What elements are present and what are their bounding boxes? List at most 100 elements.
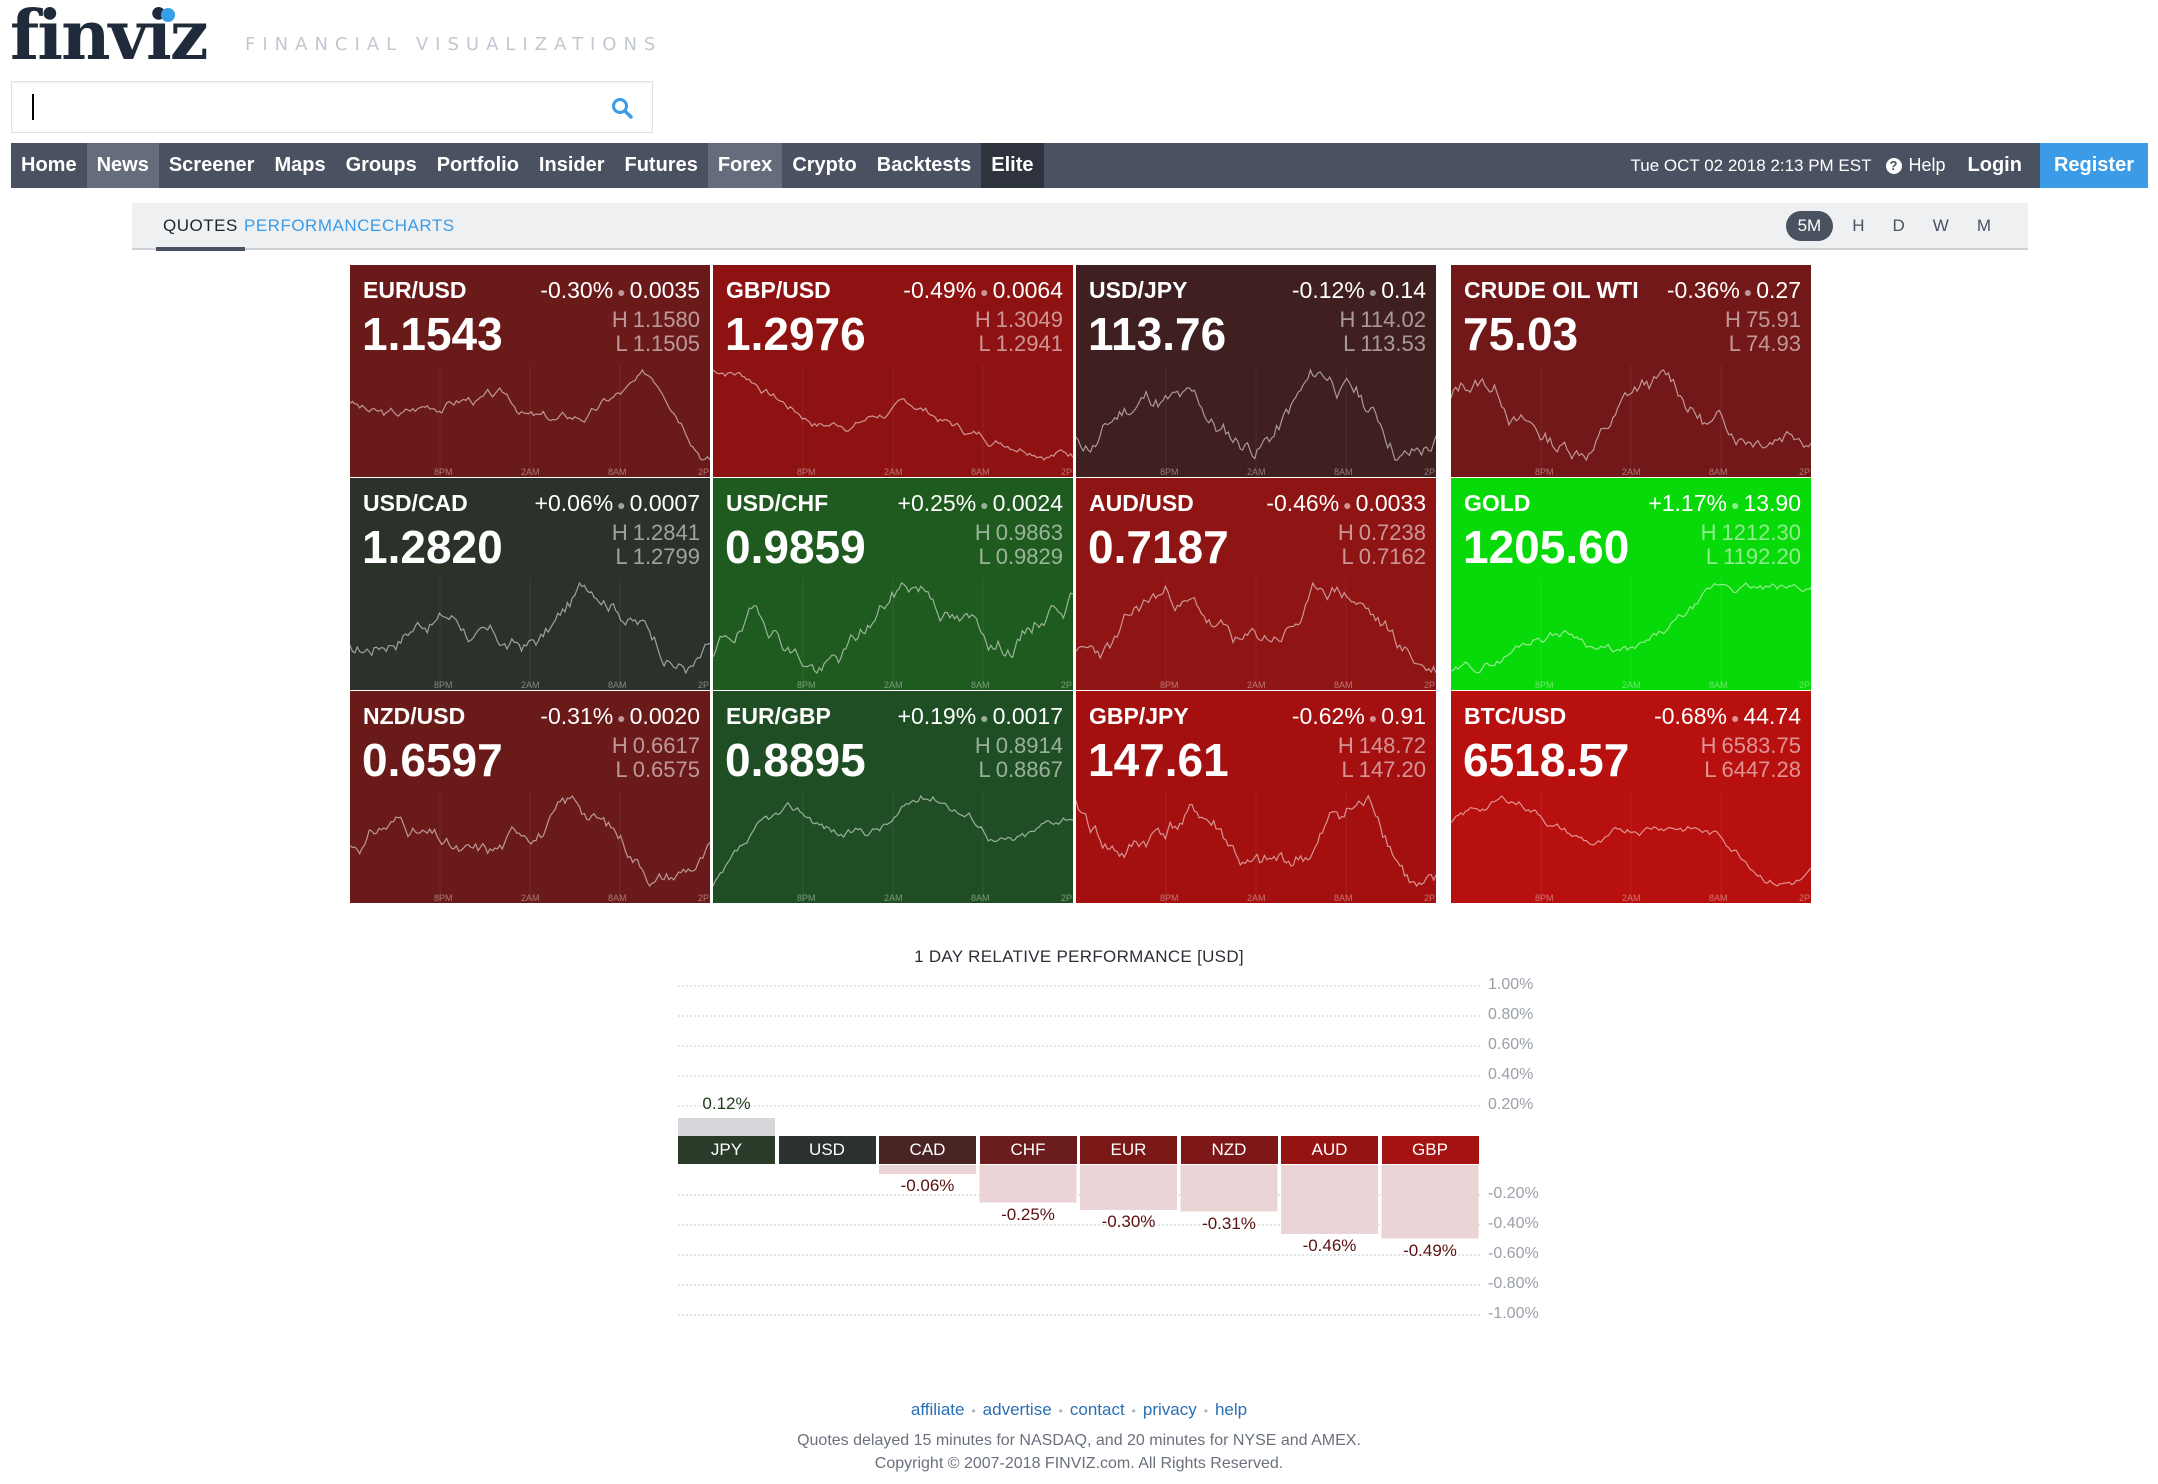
- quote-tile[interactable]: EUR/GBP +0.19% ● 0.0017 0.8895 H 0.8914 L 0.…: [713, 691, 1073, 903]
- timeframe-h[interactable]: H: [1852, 216, 1865, 235]
- nav-forex[interactable]: Forex: [707, 143, 783, 188]
- high-label: H: [611, 733, 628, 758]
- tile-change: +1.17% ● 13.90: [1648, 490, 1801, 517]
- low-label: L: [1728, 331, 1741, 356]
- quote-tile[interactable]: EUR/USD -0.30% ● 0.0035 1.1543 H 1.1580 L 1.…: [350, 265, 710, 477]
- nav-maps[interactable]: Maps: [274, 154, 326, 176]
- quote-tile[interactable]: USD/JPY -0.12% ● 0.14 113.76 H 114.02 L 113.…: [1076, 265, 1436, 477]
- nav-backtests[interactable]: Backtests: [876, 154, 972, 176]
- tile-symbol: BTC/USD: [1464, 703, 1567, 729]
- footer-link-contact[interactable]: contact: [1069, 1400, 1125, 1419]
- low-label: L: [978, 757, 991, 782]
- tile-high-low: H 148.72 L 147.20: [1338, 734, 1426, 782]
- nav-portfolio[interactable]: Portfolio: [436, 154, 519, 176]
- sparkline-path: [713, 369, 1073, 461]
- performance-bar: [1180, 1165, 1278, 1212]
- tile-change-abs: 0.0020: [629, 703, 700, 729]
- tick-label: 2P: [1799, 680, 1811, 690]
- quote-tile[interactable]: GOLD +1.17% ● 13.90 1205.60 H 1212.30 L 1192…: [1451, 478, 1811, 690]
- search-icon[interactable]: [610, 96, 634, 120]
- nav-groups[interactable]: Groups: [345, 154, 417, 176]
- timeframe-w[interactable]: W: [1932, 216, 1949, 235]
- tile-symbol: CRUDE OIL WTI: [1464, 277, 1639, 303]
- timeframe-m[interactable]: M: [1976, 216, 1991, 235]
- tile-high-low: H 0.8914 L 0.8867: [975, 734, 1063, 782]
- finviz-logo[interactable]: finviz: [10, 0, 208, 76]
- register-button[interactable]: Register: [2039, 143, 2148, 188]
- search-input[interactable]: [22, 90, 586, 126]
- performance-bar: [1281, 1165, 1378, 1234]
- y-tick-label: 0.20%: [1488, 1096, 1534, 1113]
- nav-futures[interactable]: Futures: [624, 154, 698, 176]
- quote-tile[interactable]: GBP/USD -0.49% ● 0.0064 1.2976 H 1.3049 L 1.…: [713, 265, 1073, 477]
- tile-change: -0.31% ● 0.0020: [540, 703, 700, 730]
- footer-link-affiliate[interactable]: affiliate: [910, 1400, 965, 1419]
- nav-elite[interactable]: Elite: [981, 143, 1044, 188]
- time-axis: 8PM 2AM 8AM 2P: [1076, 465, 1436, 477]
- quote-tile[interactable]: GBP/JPY -0.62% ● 0.91 147.61 H 148.72 L 147.…: [1076, 691, 1436, 903]
- tile-change-pct: -0.49%: [903, 277, 977, 303]
- tick-label: 2AM: [884, 680, 903, 690]
- tile-high: 1212.30: [1721, 520, 1801, 545]
- performance-title: 1 DAY RELATIVE PERFORMANCE [USD]: [914, 947, 1244, 966]
- footer-link-privacy[interactable]: privacy: [1142, 1400, 1197, 1419]
- nav-screener[interactable]: Screener: [168, 154, 255, 176]
- quote-tile[interactable]: CRUDE OIL WTI -0.36% ● 0.27 75.03 H 75.91 L…: [1451, 265, 1811, 477]
- bar-value-label: -0.25%: [1001, 1204, 1055, 1224]
- performance-bar: [1080, 1165, 1177, 1210]
- low-label: L: [1341, 757, 1354, 782]
- high-label: H: [1339, 307, 1356, 332]
- tile-high: 0.9863: [995, 520, 1063, 545]
- quote-tile[interactable]: AUD/USD -0.46% ● 0.0033 0.7187 H 0.7238 L 0.…: [1076, 478, 1436, 690]
- bar-value-label: -0.49%: [1403, 1240, 1457, 1260]
- tile-change: +0.19% ● 0.0017: [898, 703, 1063, 730]
- timeframe-d[interactable]: D: [1892, 216, 1905, 235]
- time-axis: 8PM 2AM 8AM 2P: [713, 891, 1073, 903]
- logo-dot: [161, 8, 175, 22]
- nav-insider[interactable]: Insider: [538, 154, 605, 176]
- quote-tile[interactable]: NZD/USD -0.31% ● 0.0020 0.6597 H 0.6617 L 0.…: [350, 691, 710, 903]
- nav-news[interactable]: News: [86, 143, 159, 188]
- quote-tile[interactable]: USD/CAD +0.06% ● 0.0007 1.2820 H 1.2841 L 1.…: [350, 478, 710, 690]
- tick-label: 8PM: [1160, 467, 1179, 477]
- timeframe-5m[interactable]: 5M: [1785, 211, 1834, 241]
- high-label: H: [1725, 307, 1741, 332]
- sparkline-path: [350, 795, 710, 888]
- tick-label: 2P: [1799, 893, 1811, 903]
- sparkline-chart: [713, 791, 1073, 903]
- search-box[interactable]: [11, 81, 653, 133]
- tile-price: 1205.60: [1463, 521, 1630, 573]
- nav-datetime: Tue OCT 02 2018 2:13 PM EST: [1630, 155, 1872, 175]
- tile-change-abs: 0.0064: [992, 277, 1063, 303]
- tile-price: 75.03: [1463, 308, 1579, 360]
- tab-quotes[interactable]: QUOTES: [156, 203, 245, 251]
- tick-label: 8AM: [971, 467, 990, 477]
- tile-price: 1.1543: [362, 308, 503, 360]
- sparkline-path: [1076, 368, 1436, 461]
- tile-symbol: AUD/USD: [1089, 490, 1194, 516]
- footer-link-advertise[interactable]: advertise: [982, 1400, 1052, 1419]
- footer-link-help[interactable]: help: [1214, 1400, 1248, 1419]
- tick-label: 2AM: [1622, 467, 1641, 477]
- tile-change-abs: 44.74: [1743, 703, 1801, 729]
- nav-crypto[interactable]: Crypto: [792, 154, 857, 176]
- nav-home[interactable]: Home: [21, 154, 77, 176]
- tab-performance[interactable]: PERFORMANCE: [244, 216, 382, 235]
- quote-tile[interactable]: USD/CHF +0.25% ● 0.0024 0.9859 H 0.9863 L 0.…: [713, 478, 1073, 690]
- login-link[interactable]: Login: [1967, 154, 2022, 176]
- tick-label: 2P: [698, 680, 710, 690]
- tick-label: 2AM: [521, 680, 540, 690]
- help-link[interactable]: ? Help: [1885, 155, 1968, 176]
- tab-charts[interactable]: CHARTS: [382, 216, 455, 235]
- tile-change-abs: 13.90: [1743, 490, 1801, 516]
- sparkline-path: [713, 794, 1073, 887]
- tile-high: 0.7238: [1358, 520, 1426, 545]
- sparkline-chart: [1451, 791, 1811, 903]
- sparkline-chart: [1076, 365, 1436, 477]
- time-axis: 8PM 2AM 8AM 2P: [1451, 678, 1811, 690]
- bar-value-label: -0.06%: [900, 1176, 955, 1195]
- category-label: JPY: [678, 1136, 775, 1164]
- performance-bar: [979, 1165, 1077, 1203]
- category-label: GBP: [1381, 1136, 1479, 1164]
